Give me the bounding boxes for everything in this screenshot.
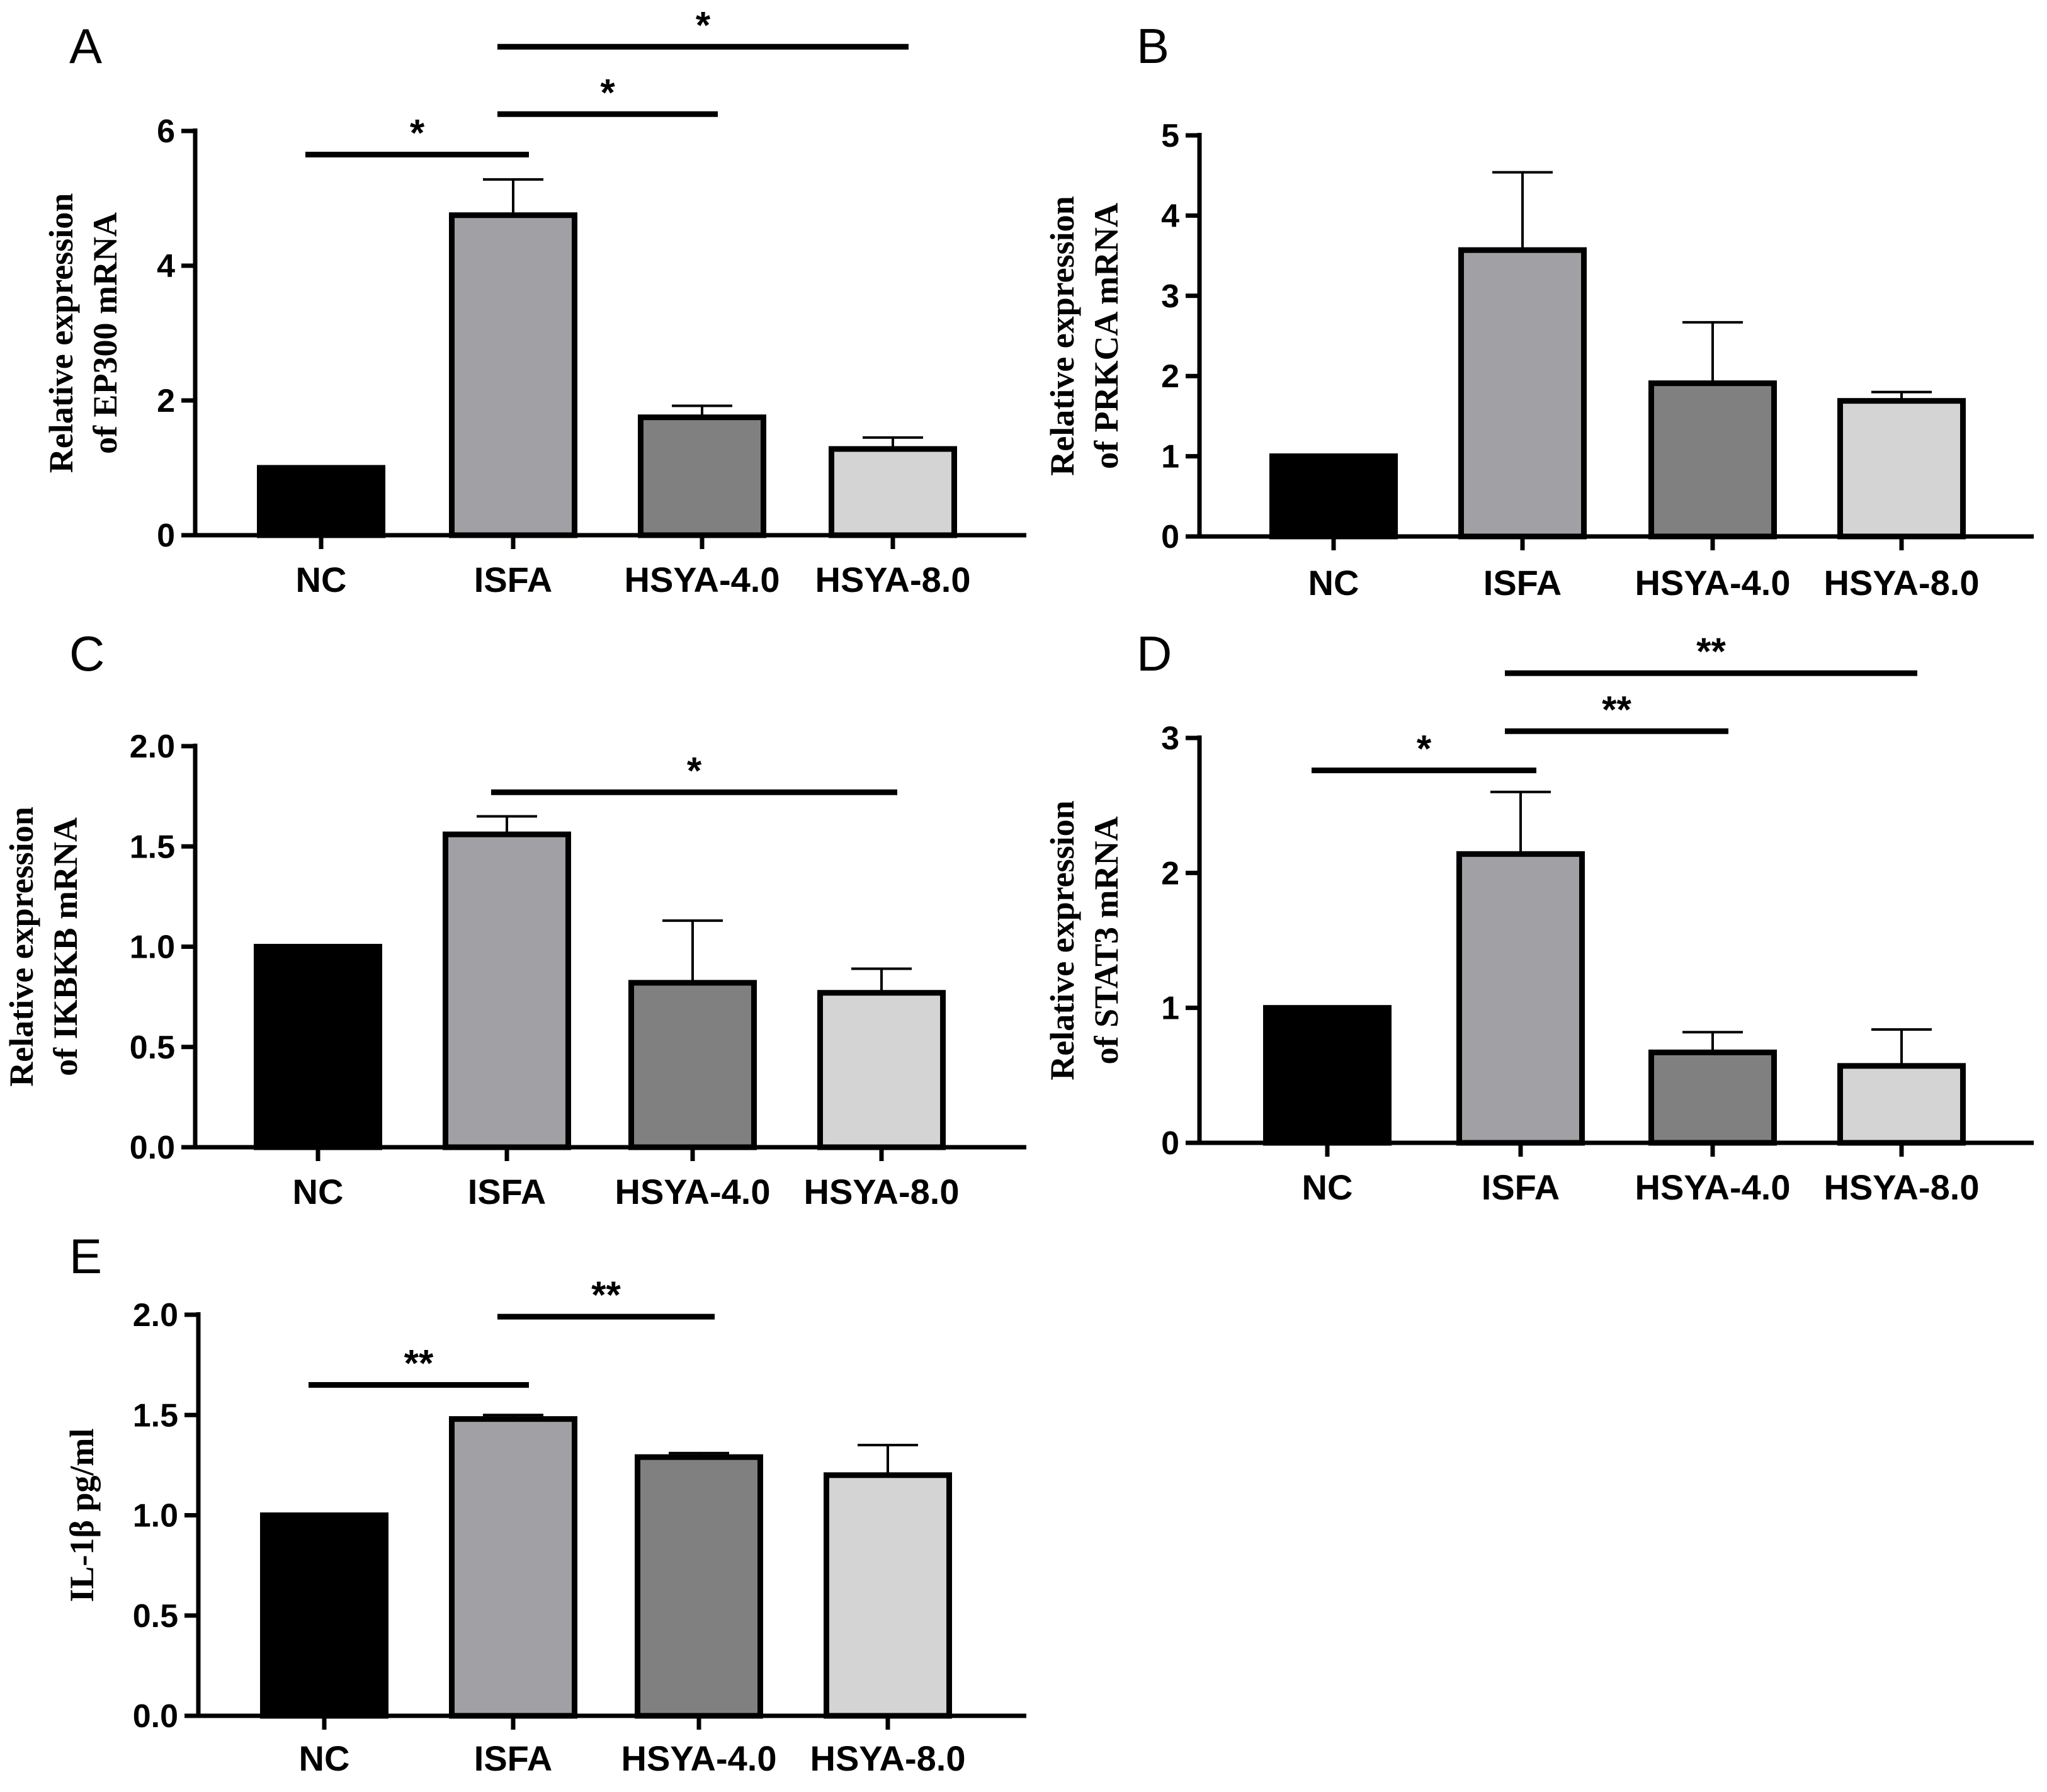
y-tick-label: 1.5 bbox=[130, 829, 175, 865]
x-tick-label: ISFA bbox=[1482, 1167, 1560, 1207]
y-axis-label: Relative expression bbox=[3, 807, 40, 1086]
y-tick-label: 0.5 bbox=[130, 1029, 175, 1066]
x-tick-label: HSYA-4.0 bbox=[625, 560, 780, 599]
y-tick-label: 0.0 bbox=[133, 1698, 178, 1735]
panel-b: B Relative expression of PRKCA mRNA 0 1 2 3 4 5 N… bbox=[1043, 18, 2034, 603]
x-tick-label: ISFA bbox=[468, 1172, 546, 1211]
bar bbox=[443, 831, 571, 1150]
y-tick-label: 6 bbox=[157, 113, 175, 150]
x-tick-label: HSYA-8.0 bbox=[815, 560, 971, 599]
y-axis-label: Relative expression bbox=[42, 193, 80, 473]
x-tick-label: NC bbox=[296, 560, 347, 599]
bar bbox=[1458, 247, 1587, 540]
y-tick-label: 1.0 bbox=[133, 1498, 178, 1534]
x-tick-label: ISFA bbox=[474, 1738, 552, 1778]
bar bbox=[829, 446, 957, 538]
y-tick-label: 0.5 bbox=[133, 1598, 178, 1635]
bar bbox=[824, 1472, 952, 1719]
bar bbox=[1648, 380, 1777, 540]
panel-label: C bbox=[69, 626, 105, 681]
bar bbox=[260, 1512, 388, 1719]
panel-d: D Relative expression of STAT3 mRNA 0 1 2 3 NC I… bbox=[1043, 626, 2034, 1207]
y-tick-label: 1 bbox=[1161, 990, 1179, 1027]
y-axis-label: Relative expression bbox=[1043, 196, 1081, 475]
y-tick-label: 2.0 bbox=[133, 1297, 178, 1334]
bar bbox=[1456, 851, 1585, 1146]
significance-label: * bbox=[687, 749, 702, 791]
significance-label: * bbox=[600, 71, 615, 113]
panel-c: C Relative expression of IKBKB mRNA 0.0 0.5 1… bbox=[3, 626, 1026, 1211]
x-tick-label: NC bbox=[293, 1172, 344, 1211]
bar bbox=[1648, 1049, 1777, 1146]
y-tick-label: 0.0 bbox=[130, 1130, 175, 1166]
y-tick-label: 0 bbox=[157, 518, 175, 554]
x-tick-label: HSYA-8.0 bbox=[1824, 1167, 1980, 1207]
x-tick-label: NC bbox=[1302, 1167, 1353, 1207]
panel-label: D bbox=[1137, 626, 1172, 681]
y-tick-label: 1.0 bbox=[130, 929, 175, 966]
bar bbox=[449, 212, 577, 538]
significance-label: ** bbox=[1696, 630, 1726, 672]
x-tick-label: ISFA bbox=[1483, 563, 1562, 603]
y-tick-label: 1.5 bbox=[133, 1397, 178, 1434]
y-axis-label: Relative expression bbox=[1043, 800, 1081, 1080]
bar bbox=[1837, 1063, 1966, 1146]
y-tick-label: 2 bbox=[157, 383, 175, 419]
x-tick-label: HSYA-4.0 bbox=[1635, 563, 1791, 603]
x-tick-label: HSYA-8.0 bbox=[810, 1738, 966, 1778]
panel-label: A bbox=[69, 18, 102, 74]
y-axis-label: of EP300 mRNA bbox=[86, 212, 124, 454]
y-tick-label: 3 bbox=[1161, 278, 1179, 315]
panel-label: B bbox=[1137, 18, 1169, 74]
y-axis-label: IL-1β pg/ml bbox=[63, 1429, 101, 1602]
x-tick-label: HSYA-4.0 bbox=[621, 1738, 777, 1778]
x-tick-label: HSYA-8.0 bbox=[804, 1172, 960, 1211]
y-tick-label: 0 bbox=[1161, 519, 1179, 555]
bar bbox=[628, 980, 757, 1150]
y-tick-label: 4 bbox=[1161, 198, 1179, 234]
panel-label: E bbox=[69, 1228, 102, 1284]
significance-label: ** bbox=[1602, 688, 1631, 730]
y-tick-label: 3 bbox=[1161, 720, 1179, 757]
significance-label: ** bbox=[404, 1342, 434, 1384]
y-tick-label: 1 bbox=[1161, 439, 1179, 475]
y-tick-label: 2 bbox=[1161, 358, 1179, 395]
bar bbox=[1269, 453, 1398, 540]
x-tick-label: ISFA bbox=[474, 560, 552, 599]
y-axis-label: of STAT3 mRNA bbox=[1087, 816, 1125, 1064]
x-tick-label: NC bbox=[299, 1738, 350, 1778]
y-tick-label: 4 bbox=[157, 248, 175, 285]
panel-a: A Relative expression of EP300 mRNA 0 2 4 6 NC I… bbox=[42, 4, 1026, 599]
x-tick-label: HSYA-4.0 bbox=[1635, 1167, 1791, 1207]
y-axis-label: of PRKCA mRNA bbox=[1087, 203, 1125, 469]
bar bbox=[257, 465, 385, 538]
bar bbox=[449, 1416, 577, 1719]
bar bbox=[1837, 398, 1966, 540]
x-tick-label: HSYA-4.0 bbox=[615, 1172, 771, 1211]
bar bbox=[1263, 1005, 1392, 1146]
y-tick-label: 2.0 bbox=[130, 729, 175, 765]
significance-label: * bbox=[696, 4, 711, 46]
bar bbox=[817, 990, 946, 1150]
x-tick-label: NC bbox=[1308, 563, 1359, 603]
y-tick-label: 0 bbox=[1161, 1125, 1179, 1162]
panel-e: E IL-1β pg/ml 0.0 0.5 1.0 1.5 2.0 NC ISFA HSYA-4.… bbox=[63, 1228, 1026, 1778]
y-tick-label: 2 bbox=[1161, 855, 1179, 892]
y-axis-label: of IKBKB mRNA bbox=[47, 817, 84, 1076]
y-tick-label: 5 bbox=[1161, 118, 1179, 154]
bar bbox=[638, 414, 766, 538]
significance-label: * bbox=[410, 111, 425, 154]
bar bbox=[254, 944, 382, 1150]
x-tick-label: HSYA-8.0 bbox=[1824, 563, 1980, 603]
significance-label: ** bbox=[591, 1274, 621, 1316]
bar bbox=[635, 1454, 763, 1719]
significance-label: * bbox=[1417, 727, 1432, 769]
